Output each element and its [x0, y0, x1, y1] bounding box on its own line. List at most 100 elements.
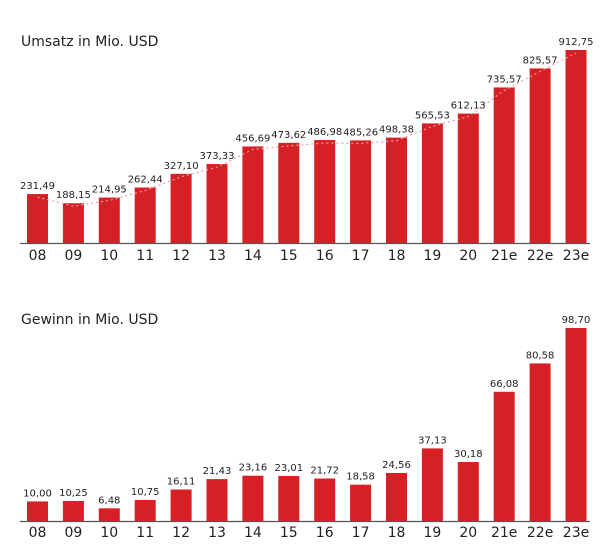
gewinn-value-label: 24,56 — [382, 460, 411, 471]
umsatz-bar — [350, 140, 372, 243]
gewinn-bar — [314, 478, 336, 521]
umsatz-category-label: 19 — [423, 248, 441, 264]
umsatz-value-label: 612,13 — [451, 101, 486, 112]
umsatz-category-label: 22e — [527, 248, 553, 264]
gewinn-category-label: 09 — [64, 525, 82, 541]
gewinn-bar — [134, 499, 156, 521]
umsatz-category-label: 21e — [491, 248, 517, 264]
umsatz-bar — [493, 87, 515, 244]
umsatz-category-label: 14 — [244, 248, 262, 264]
gewinn-value-label: 6,48 — [98, 495, 120, 506]
gewinn-category-label: 21e — [491, 525, 517, 541]
gewinn-value-label: 30,18 — [454, 449, 483, 460]
gewinn-value-label: 23,16 — [239, 463, 268, 474]
umsatz-value-label: 825,57 — [523, 55, 558, 66]
umsatz-value-label: 231,49 — [20, 181, 55, 192]
umsatz-bar — [170, 173, 192, 243]
gewinn-category-label: 12 — [172, 525, 190, 541]
umsatz-category-label: 15 — [280, 248, 298, 264]
gewinn-value-label: 66,08 — [490, 379, 519, 390]
umsatz-bar — [98, 197, 120, 243]
gewinn-value-label: 21,72 — [310, 466, 339, 477]
umsatz-trend-line — [37, 52, 577, 207]
gewinn-category-label: 16 — [316, 525, 334, 541]
umsatz-bar — [278, 142, 300, 243]
gewinn-value-label: 37,13 — [418, 435, 447, 446]
gewinn-bar — [278, 476, 300, 521]
gewinn-bar — [98, 508, 120, 521]
umsatz-value-label: 565,53 — [415, 110, 450, 121]
umsatz-bar — [529, 68, 551, 244]
umsatz-value-label: 262,44 — [128, 175, 163, 186]
gewinn-bar — [27, 501, 48, 521]
gewinn-value-label: 10,75 — [131, 487, 160, 498]
umsatz-bar — [62, 203, 84, 243]
gewinn-value-label: 80,58 — [526, 350, 555, 361]
gewinn-value-label: 98,70 — [562, 315, 591, 326]
umsatz-category-label: 09 — [64, 248, 82, 264]
gewinn-bar — [386, 472, 407, 521]
umsatz-value-label: 735,57 — [487, 74, 522, 85]
gewinn-bar — [529, 363, 551, 521]
umsatz-bar — [565, 50, 587, 243]
gewinn-category-label: 14 — [244, 525, 262, 541]
gewinn-category-label: 22e — [527, 525, 553, 541]
umsatz-value-label: 214,95 — [92, 185, 127, 196]
gewinn-category-label: 20 — [459, 525, 477, 541]
gewinn-value-label: 16,11 — [167, 477, 196, 488]
gewinn-chart-title: Gewinn in Mio. USD — [21, 312, 158, 328]
gewinn-bar — [457, 461, 479, 521]
gewinn-bar — [242, 475, 264, 521]
gewinn-category-label: 19 — [423, 525, 441, 541]
gewinn-bar — [62, 500, 84, 521]
umsatz-value-label: 486,98 — [307, 127, 342, 138]
umsatz-value-label: 327,10 — [164, 161, 199, 172]
umsatz-value-label: 912,75 — [559, 37, 594, 48]
umsatz-bar — [457, 113, 479, 243]
umsatz-category-label: 23e — [563, 248, 589, 264]
umsatz-value-label: 485,26 — [343, 127, 378, 138]
gewinn-bar — [565, 328, 587, 521]
umsatz-bar — [314, 140, 336, 243]
umsatz-value-label: 498,38 — [379, 125, 414, 136]
umsatz-chart: Umsatz in Mio. USD 231,49188,15214,95262,… — [20, 34, 594, 264]
gewinn-category-label: 15 — [280, 525, 298, 541]
umsatz-category-label: 20 — [459, 248, 477, 264]
umsatz-category-label: 11 — [136, 248, 154, 264]
umsatz-bar — [421, 123, 443, 243]
umsatz-category-label: 18 — [388, 248, 406, 264]
umsatz-category-label: 08 — [29, 248, 47, 264]
umsatz-bar — [206, 164, 228, 243]
gewinn-bar — [170, 489, 192, 521]
gewinn-bar — [421, 448, 443, 521]
umsatz-bar — [242, 146, 264, 243]
gewinn-bar — [350, 484, 372, 521]
gewinn-value-label: 21,43 — [203, 466, 232, 477]
gewinn-category-label: 11 — [136, 525, 154, 541]
umsatz-category-label: 17 — [352, 248, 370, 264]
gewinn-category-label: 13 — [208, 525, 226, 541]
gewinn-value-label: 10,25 — [59, 488, 88, 499]
umsatz-value-label: 373,33 — [200, 151, 235, 162]
umsatz-chart-title: Umsatz in Mio. USD — [21, 34, 158, 50]
gewinn-category-label: 23e — [563, 525, 589, 541]
umsatz-category-label: 12 — [172, 248, 190, 264]
gewinn-chart: Gewinn in Mio. USD 10,00 10,25 6,48 10,75 16,… — [20, 312, 590, 541]
umsatz-value-label: 188,15 — [56, 190, 91, 201]
gewinn-category-label: 08 — [29, 525, 47, 541]
gewinn-value-label: 18,58 — [346, 472, 375, 483]
umsatz-category-label: 13 — [208, 248, 226, 264]
umsatz-category-label: 16 — [316, 248, 334, 264]
umsatz-bar — [27, 194, 48, 243]
umsatz-category-label: 10 — [100, 248, 118, 264]
gewinn-value-label: 23,01 — [274, 463, 303, 474]
gewinn-category-label: 17 — [352, 525, 370, 541]
umsatz-bar — [134, 187, 156, 243]
gewinn-bar — [206, 479, 228, 521]
gewinn-bar — [493, 391, 515, 521]
umsatz-value-label: 473,62 — [271, 130, 306, 141]
gewinn-value-label: 10,00 — [23, 488, 52, 499]
umsatz-value-label: 456,69 — [235, 133, 270, 144]
umsatz-bar — [386, 137, 407, 243]
